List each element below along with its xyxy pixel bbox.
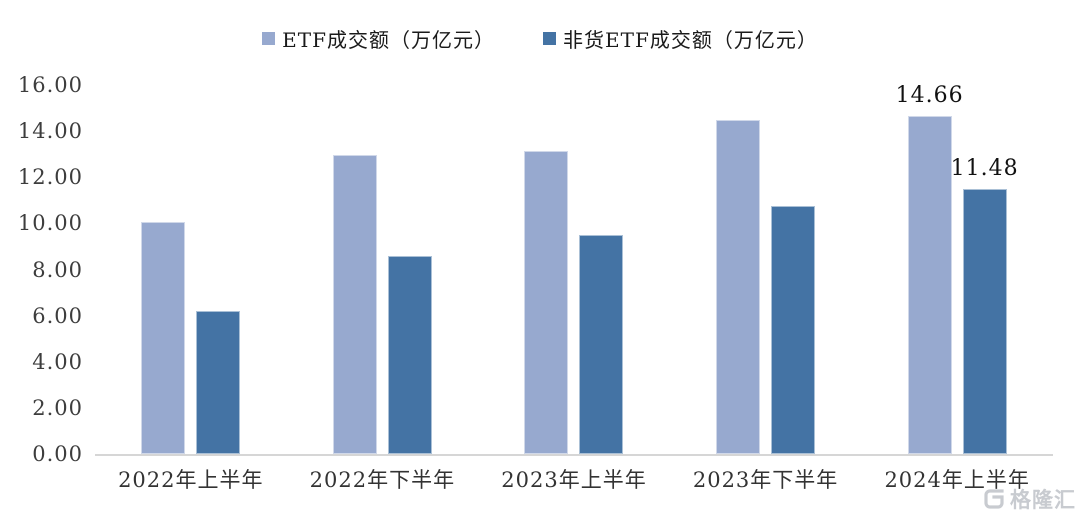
bar-group — [287, 85, 479, 454]
bar-nonmoney-etf — [771, 206, 816, 454]
legend: ETF成交额（万亿元） 非货ETF成交额（万亿元） — [0, 24, 1080, 53]
y-tick-label: 8.00 — [32, 257, 83, 282]
plot-area: 14.66 11.48 — [95, 83, 1053, 456]
gelonghui-watermark: 格隆汇 — [981, 484, 1076, 514]
y-tick-label: 0.00 — [32, 442, 83, 466]
plot-groups: 14.66 11.48 — [95, 83, 1053, 454]
y-tick-label: 16.00 — [17, 73, 83, 97]
bar-etf — [141, 222, 186, 454]
legend-item: 非货ETF成交额（万亿元） — [543, 24, 818, 53]
x-category-label: 2022年下半年 — [309, 468, 456, 492]
bar-group — [670, 85, 862, 454]
bar-group — [95, 85, 287, 454]
x-category-label: 2024年上半年 — [884, 468, 1030, 492]
legend-item: ETF成交额（万亿元） — [262, 24, 495, 53]
bar-nonmoney-etf — [196, 311, 241, 454]
y-tick-label: 2.00 — [32, 395, 83, 420]
y-tick-label: 6.00 — [32, 303, 83, 328]
legend-label: ETF成交额（万亿元） — [282, 28, 495, 52]
y-tick-label: 14.00 — [17, 119, 83, 144]
bar-group: 14.66 11.48 — [861, 83, 1053, 454]
bar-nonmoney-etf — [579, 234, 624, 454]
data-label: 11.48 — [950, 156, 1019, 182]
y-tick-label: 4.00 — [32, 349, 83, 374]
x-category-label: 2022年上半年 — [118, 468, 264, 492]
watermark-text: 格隆汇 — [1010, 487, 1076, 512]
bar-etf — [524, 150, 569, 454]
bar-etf — [716, 119, 761, 454]
bar-etf — [332, 155, 377, 454]
legend-swatch-icon — [262, 32, 276, 45]
x-category-label: 2023年下半年 — [692, 468, 839, 492]
y-tick-label: 10.00 — [17, 211, 83, 236]
legend-swatch-icon — [543, 32, 556, 45]
gelonghui-logo-icon — [984, 489, 1004, 509]
y-tick-label: 12.00 — [17, 165, 83, 190]
x-axis-labels: 2022年上半年 2022年下半年 2023年上半年 2023年下半年 2024年上半年 — [95, 464, 1053, 494]
bar-etf: 14.66 — [896, 83, 963, 454]
x-category-label: 2023年上半年 — [501, 468, 647, 492]
y-axis-labels: 0.00 2.00 4.00 6.00 8.00 10.00 12.00 14.00 16.00 — [0, 73, 83, 466]
bar-group — [478, 85, 670, 454]
data-label: 14.66 — [895, 82, 964, 108]
bar-nonmoney-etf: 11.48 — [951, 156, 1018, 454]
legend-label: 非货ETF成交额（万亿元） — [563, 28, 818, 52]
bar-nonmoney-etf — [387, 255, 432, 454]
